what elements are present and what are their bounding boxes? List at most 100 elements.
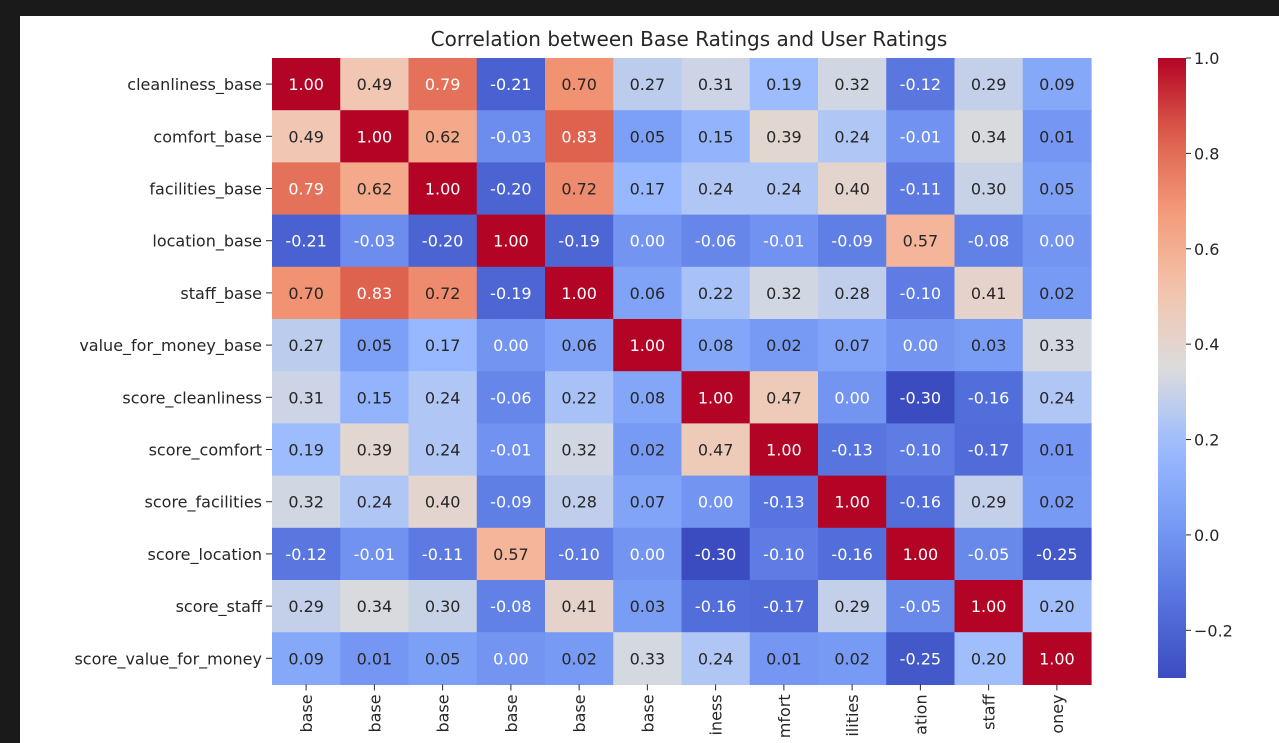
cell-value-r9-c4: -0.10: [558, 545, 599, 564]
cell-value-r0-c10: 0.29: [971, 75, 1007, 94]
row-label: score_comfort: [149, 441, 262, 461]
column-label: iness: [707, 694, 726, 735]
heatmap-cell-r6-c6: [681, 371, 751, 424]
row-label: score_location: [148, 545, 262, 565]
heatmap-cell-r0-c3: [476, 58, 546, 111]
cell-value-r2-c8: 0.40: [834, 180, 870, 199]
cell-value-r4-c0: 0.70: [288, 284, 324, 303]
column-label: base: [638, 694, 657, 732]
heatmap-cell-r0-c1: [340, 58, 410, 111]
heatmap-cell-r6-c1: [340, 371, 410, 424]
cell-value-r9-c7: -0.10: [763, 545, 804, 564]
cell-value-r5-c5: 1.00: [630, 336, 666, 355]
heatmap-cell-r2-c5: [613, 162, 683, 216]
row-label: facilities_base: [149, 180, 262, 200]
cell-value-r11-c4: 0.02: [561, 649, 597, 668]
heatmap-cell-r0-c2: [408, 58, 478, 111]
row-label: comfort_base: [153, 127, 262, 147]
cell-value-r10-c5: 0.03: [630, 597, 666, 616]
heatmap-cell-r1-c6: [681, 110, 751, 163]
column-label: base: [297, 694, 316, 732]
heatmap-cell-r1-c8: [818, 110, 887, 163]
heatmap-chart: Correlation between Base Ratings and Use…: [74, 27, 1233, 738]
heatmap-cell-r4-c2: [408, 266, 478, 320]
heatmap-cell-r5-c6: [681, 319, 751, 372]
cell-value-r7-c4: 0.32: [561, 441, 597, 460]
cell-value-r1-c8: 0.24: [834, 127, 870, 146]
heatmap-cell-r5-c5: [613, 319, 683, 372]
cell-value-r1-c9: -0.01: [900, 127, 941, 146]
heatmap-cell-r4-c1: [340, 266, 410, 320]
cell-value-r11-c2: 0.05: [425, 649, 461, 668]
cell-value-r8-c5: 0.07: [630, 493, 666, 512]
heatmap-cell-r0-c6: [681, 58, 751, 111]
heatmap-cell-r4-c8: [818, 266, 887, 320]
cell-value-r9-c5: 0.00: [630, 545, 666, 564]
cell-value-r7-c10: -0.17: [968, 441, 1009, 460]
cell-value-r7-c0: 0.19: [288, 441, 324, 460]
heatmap-cell-r7-c7: [749, 423, 819, 477]
cell-value-r7-c6: 0.47: [698, 441, 734, 460]
cell-value-r10-c4: 0.41: [561, 597, 597, 616]
column-labels: base base base base base base iness mfort ilitie…: [297, 684, 1067, 738]
cell-value-r0-c7: 0.19: [766, 75, 802, 94]
heatmap-cell-r2-c10: [954, 162, 1024, 216]
colorbar: 1.0 0.8 0.6 0.4 0.2 0.0 −0.2: [1158, 49, 1233, 678]
cell-value-r3-c4: -0.19: [558, 232, 599, 251]
heatmap-cell-r11-c3: [476, 632, 546, 685]
cell-value-r10-c11: 0.20: [1039, 597, 1075, 616]
heatmap-cell-r6-c8: [818, 371, 887, 424]
heatmap-cell-r2-c2: [408, 162, 478, 216]
heatmap-cell-r11-c0: [272, 632, 341, 685]
cell-value-r3-c7: -0.01: [763, 232, 804, 251]
cell-value-r2-c4: 0.72: [561, 180, 597, 199]
cell-value-r1-c0: 0.49: [288, 127, 324, 146]
row-label: value_for_money_base: [79, 336, 262, 356]
cell-value-r2-c2: 1.00: [425, 180, 461, 199]
cell-value-r0-c2: 0.79: [425, 75, 461, 94]
heatmap-cell-r3-c5: [613, 214, 683, 268]
cell-value-r11-c7: 0.01: [766, 649, 802, 668]
cell-value-r5-c1: 0.05: [357, 336, 393, 355]
column-label: base: [365, 694, 384, 732]
heatmap-cell-r7-c1: [340, 423, 410, 477]
cell-value-r1-c1: 1.00: [357, 127, 393, 146]
cell-value-r9-c3: 0.57: [493, 545, 529, 564]
cell-value-r1-c6: 0.15: [698, 127, 734, 146]
cell-value-r0-c8: 0.32: [834, 75, 870, 94]
cell-value-r5-c7: 0.02: [766, 336, 802, 355]
figure-canvas: Correlation between Base Ratings and Use…: [20, 16, 1279, 743]
heatmap-cell-r9-c3: [476, 527, 546, 581]
cell-value-r11-c1: 0.01: [357, 649, 393, 668]
column-label: base: [570, 694, 589, 732]
heatmap-cell-r2-c8: [818, 162, 887, 216]
cell-value-r0-c5: 0.27: [630, 75, 666, 94]
cell-value-r3-c3: 1.00: [493, 232, 529, 251]
heatmap-cell-r1-c4: [545, 110, 614, 163]
heatmap-cell-r9-c1: [340, 527, 410, 581]
heatmap-cell-r8-c4: [545, 475, 614, 529]
heatmap-cell-r2-c9: [886, 162, 956, 216]
heatmap-cell-r5-c0: [272, 319, 341, 372]
heatmap-cell-r3-c0: [272, 214, 341, 268]
cell-value-r0-c6: 0.31: [698, 75, 734, 94]
heatmap-cell-r2-c1: [340, 162, 410, 216]
heatmap-cell-r5-c2: [408, 319, 478, 372]
heatmap-cell-r9-c8: [818, 527, 887, 581]
cell-value-r6-c0: 0.31: [288, 388, 324, 407]
heatmap-cell-r9-c0: [272, 527, 341, 581]
cell-value-r7-c7: 1.00: [766, 441, 802, 460]
cell-value-r10-c3: -0.08: [490, 597, 531, 616]
cell-value-r8-c8: 1.00: [834, 493, 870, 512]
cell-value-r9-c11: -0.25: [1036, 545, 1077, 564]
cell-value-r3-c0: -0.21: [285, 232, 326, 251]
cell-value-r4-c2: 0.72: [425, 284, 461, 303]
heatmap-cell-r11-c8: [818, 632, 887, 685]
cell-value-r4-c5: 0.06: [630, 284, 666, 303]
cell-value-r4-c6: 0.22: [698, 284, 734, 303]
column-label: ilities: [843, 694, 862, 736]
heatmap-cell-r3-c8: [818, 214, 887, 268]
cell-value-r6-c7: 0.47: [766, 388, 802, 407]
colorbar-gradient: [1158, 58, 1186, 678]
cell-value-r5-c9: 0.00: [903, 336, 939, 355]
